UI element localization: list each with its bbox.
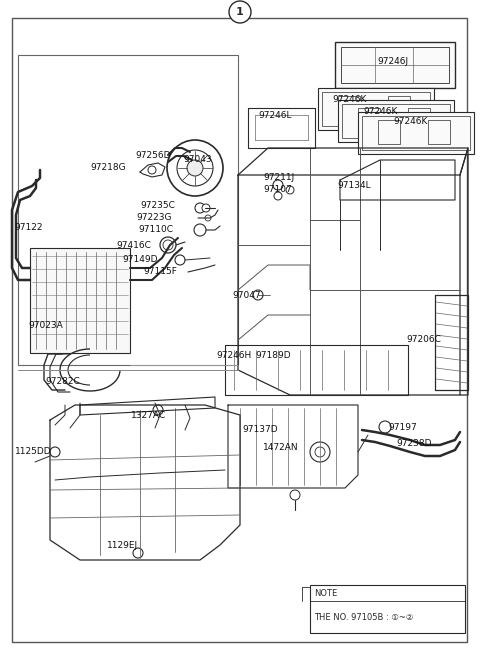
Text: 97149D: 97149D [122,255,157,264]
Bar [378,120,400,144]
Text: 97110C: 97110C [138,226,173,234]
Bar [408,108,430,132]
Text: 1: 1 [236,7,244,17]
Bar [428,120,450,144]
Circle shape [315,447,325,457]
Bar [338,100,454,142]
Text: 1129EJ: 1129EJ [107,541,138,550]
Circle shape [148,166,156,174]
Text: 97137D: 97137D [242,426,277,434]
Circle shape [379,421,391,433]
Circle shape [202,204,210,212]
Text: 97246L: 97246L [258,110,291,119]
Text: 97211J: 97211J [263,173,294,182]
Text: 1472AN: 1472AN [263,443,299,451]
Bar [358,108,380,132]
Text: 97416C: 97416C [116,241,151,251]
Text: 97023A: 97023A [28,321,63,329]
Bar [341,47,449,83]
Text: 97115F: 97115F [143,268,177,276]
Circle shape [290,490,300,500]
Circle shape [205,215,211,221]
Circle shape [177,150,213,186]
Circle shape [273,180,283,190]
Text: 97197: 97197 [388,424,417,432]
Circle shape [274,192,282,200]
Text: NOTE: NOTE [314,588,337,598]
Text: 97122: 97122 [14,224,43,232]
Bar [30,248,130,353]
Circle shape [175,255,185,265]
Bar [335,42,455,88]
Text: 97134L: 97134L [337,180,371,190]
Circle shape [229,1,251,23]
Bar [362,116,470,150]
Bar [318,88,434,130]
Text: 97189D: 97189D [255,352,290,361]
Text: 1125DD: 1125DD [15,447,52,455]
Bar [338,96,360,120]
Text: 97235C: 97235C [140,201,175,209]
Bar [342,104,450,138]
Text: 97246K: 97246K [363,108,397,117]
Circle shape [187,160,203,176]
Text: 97206C: 97206C [406,335,441,344]
Text: 97238D: 97238D [396,438,432,447]
Text: 97043: 97043 [183,155,212,165]
Circle shape [163,240,173,250]
Circle shape [194,224,206,236]
Text: 97256D: 97256D [135,150,170,159]
Circle shape [167,140,223,196]
Bar [388,96,410,120]
Bar [18,55,238,365]
Circle shape [253,290,263,300]
Circle shape [310,442,330,462]
Circle shape [160,237,176,253]
Text: 97047: 97047 [232,291,261,300]
Text: 97107: 97107 [263,186,292,194]
Text: 97282C: 97282C [45,377,80,386]
Circle shape [153,405,163,415]
Bar [358,112,474,154]
Text: 97246K: 97246K [332,96,366,104]
Text: 97246K: 97246K [393,117,427,127]
Circle shape [133,548,143,558]
Circle shape [195,203,205,213]
Bar [322,92,430,126]
Bar [310,585,465,633]
Text: 97218G: 97218G [90,163,126,173]
Text: 1327AC: 1327AC [131,411,166,419]
Text: 97246J: 97246J [377,58,408,66]
Circle shape [286,186,294,194]
Text: THE NO. 97105B : ①~②: THE NO. 97105B : ①~② [314,613,413,621]
Text: 97223G: 97223G [136,213,171,222]
Circle shape [50,447,60,457]
Text: 97246H: 97246H [216,352,251,361]
